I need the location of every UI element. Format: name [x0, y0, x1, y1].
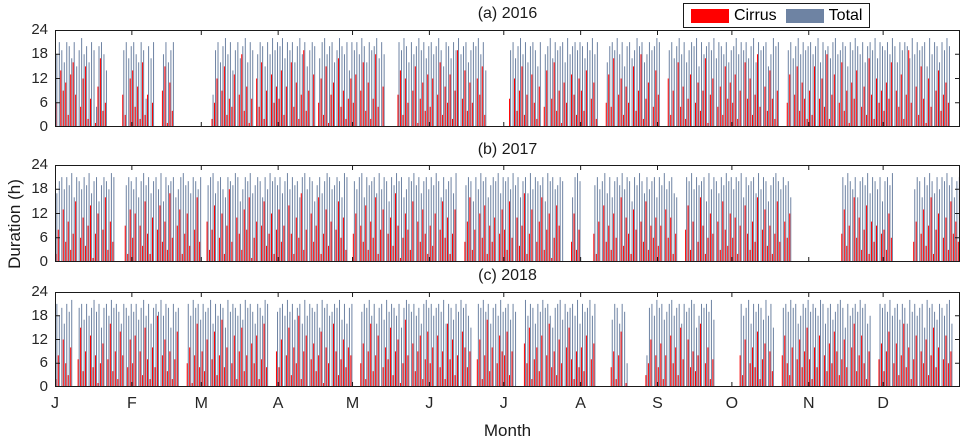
x-tick-label: O: [725, 395, 739, 412]
x-axis-label: Month: [483, 421, 532, 440]
y-tick-label: 0: [39, 253, 48, 270]
x-tick-label: M: [345, 395, 360, 412]
y-tick-label: 0: [39, 378, 48, 395]
x-tick-label: F: [126, 395, 137, 412]
y-tick-label: 18: [31, 45, 48, 63]
y-tick-label: 24: [31, 21, 48, 38]
panel-b-plot: [55, 165, 960, 262]
panel-c-plot: [55, 292, 960, 387]
cirrus-legend-swatch: [691, 8, 729, 23]
y-tick-label: 0: [39, 118, 48, 135]
y-tick-label: 6: [39, 228, 48, 246]
y-tick-label: 24: [31, 156, 48, 173]
x-tick-label: J: [51, 395, 59, 412]
x-tick-label: A: [575, 395, 586, 412]
x-tick-label: A: [272, 395, 284, 412]
x-tick-label: J: [499, 395, 508, 412]
panel-a-title: (a) 2016: [477, 5, 538, 22]
cirrus-legend-label: Cirrus: [734, 6, 777, 24]
y-tick-label: 12: [31, 330, 48, 348]
x-tick-label: M: [194, 395, 208, 412]
legend: Cirrus Total: [683, 3, 871, 28]
y-tick-label: 6: [39, 93, 48, 111]
total-legend-swatch: [785, 8, 824, 23]
y-tick-label: 24: [31, 283, 48, 300]
x-tick-label: J: [425, 395, 434, 412]
y-tick-label: 18: [31, 180, 48, 198]
x-tick-label: N: [802, 395, 815, 412]
x-tick-label: D: [877, 395, 889, 412]
x-tick-label: S: [652, 395, 663, 412]
panel-c-title: (c) 2018: [478, 267, 537, 284]
y-tick-label: 18: [31, 306, 48, 324]
total-legend-label: Total: [828, 6, 863, 24]
y-tick-label: 6: [39, 354, 48, 372]
panel-a-plot: [55, 30, 960, 127]
y-tick-label: 12: [31, 69, 48, 87]
y-tick-label: 12: [31, 204, 48, 222]
panel-b-title: (b) 2017: [477, 141, 538, 158]
